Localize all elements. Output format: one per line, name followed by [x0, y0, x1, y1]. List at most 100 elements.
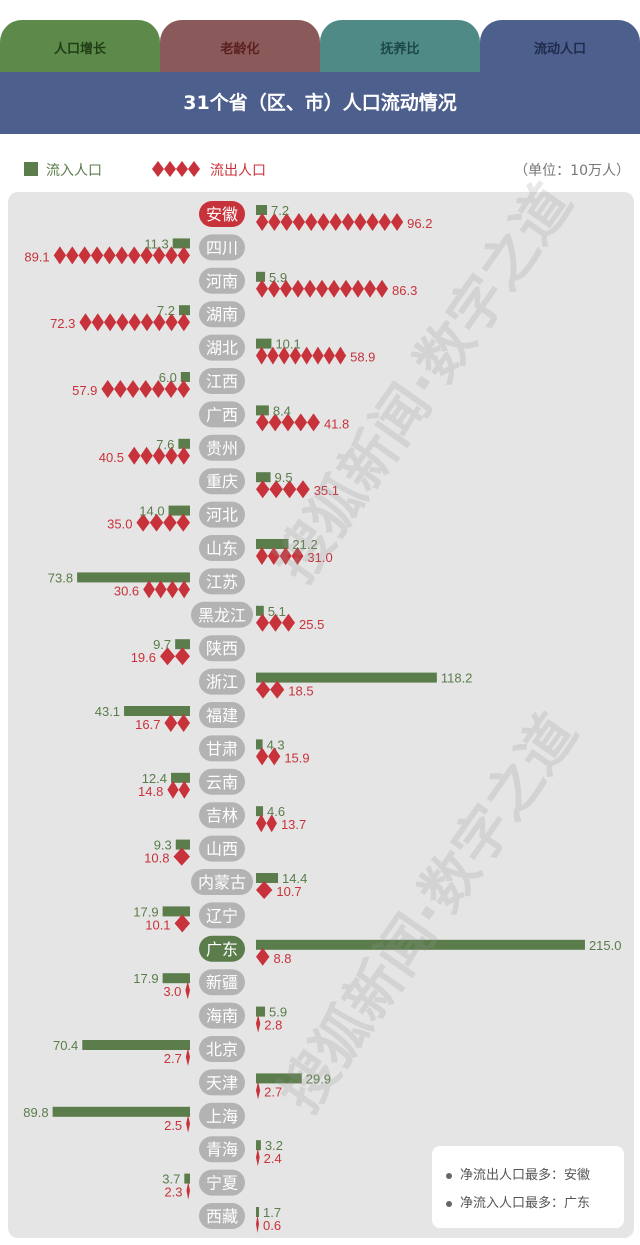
outflow-bar	[256, 947, 270, 966]
outflow-bar	[167, 780, 190, 799]
province-label: 云南	[206, 773, 238, 792]
province-pill	[199, 668, 245, 695]
outflow-value-label: 89.1	[24, 249, 49, 264]
unit-label: （单位：10万人）	[514, 163, 630, 179]
inflow-bar	[168, 505, 190, 516]
inflow-bar	[256, 1073, 302, 1084]
province-label: 山西	[206, 840, 238, 859]
inflow-bar	[162, 973, 190, 984]
province-pill	[199, 1002, 245, 1029]
province-pill	[199, 568, 245, 595]
inflow-value-label: 4.3	[267, 737, 285, 752]
legend-inflow-label: 流入人口	[46, 163, 102, 179]
province-label: 青海	[206, 1140, 238, 1159]
inflow-value-label: 10.1	[275, 337, 300, 352]
inflow-value-label: 215.0	[589, 938, 622, 953]
inflow-value-label: 89.8	[23, 1105, 48, 1120]
outflow-value-label: 14.8	[138, 784, 163, 799]
note-net-inflow-text: 净流入人口最多：广东	[460, 1196, 591, 1211]
inflow-bar	[256, 472, 271, 483]
outflow-value-label: 2.7	[164, 1051, 182, 1066]
outflow-bar	[53, 246, 190, 265]
inflow-value-label: 9.3	[154, 838, 172, 853]
province-label: 河南	[206, 272, 238, 291]
province-pill	[199, 434, 245, 461]
inflow-value-label: 1.7	[263, 1205, 281, 1220]
outflow-bar	[256, 814, 277, 833]
tab-floating-population[interactable]: 流动人口	[480, 20, 640, 72]
inflow-bar	[172, 238, 190, 249]
province-pill	[199, 368, 245, 394]
outflow-value-label: 72.3	[50, 316, 75, 331]
inflow-value-label: 11.3	[144, 236, 168, 251]
outflow-value-label: 0.6	[263, 1218, 281, 1233]
outflow-bar	[256, 747, 281, 766]
inflow-value-label: 5.9	[269, 1005, 287, 1020]
outflow-bar	[256, 680, 285, 699]
province-label: 甘肃	[206, 739, 238, 758]
outflow-value-label: 2.8	[264, 1018, 282, 1033]
inflow-bar	[256, 873, 279, 883]
inflow-value-label: 73.8	[48, 570, 73, 585]
outflow-bar	[186, 1181, 190, 1200]
inflow-value-label: 7.6	[156, 437, 174, 452]
province-label: 陕西	[206, 639, 238, 658]
province-label: 西藏	[206, 1207, 238, 1226]
province-label: 海南	[206, 1007, 238, 1026]
province-pill	[199, 1102, 245, 1129]
inflow-bar	[175, 639, 190, 650]
tab-dependency-ratio[interactable]: 抚养比	[320, 20, 480, 72]
province-pill	[199, 334, 245, 361]
outflow-value-label: 40.5	[99, 450, 124, 465]
outflow-bar	[185, 1048, 190, 1066]
province-pill	[199, 401, 245, 428]
province-pill	[199, 1169, 245, 1196]
inflow-value-label: 7.2	[271, 203, 289, 218]
province-label: 四川	[206, 238, 238, 257]
inflow-value-label: 118.2	[441, 671, 473, 686]
province-label: 贵州	[206, 439, 238, 458]
population-flow-chart: 7.2 96.2 安徽 11.3 89.1 四川 5.9 86.3 河南 7.2 72.3 湖南 10.…	[23, 201, 622, 1233]
province-pill	[199, 234, 245, 261]
outflow-value-label: 35.0	[107, 517, 132, 532]
outflow-value-label: 86.3	[392, 283, 417, 298]
inflow-value-label: 9.5	[275, 470, 293, 485]
inflow-bar	[256, 205, 268, 215]
outflow-value-label: 41.8	[324, 416, 349, 431]
province-label: 湖南	[206, 305, 238, 324]
inflow-value-label: 4.6	[267, 804, 285, 819]
outflow-bar	[164, 714, 190, 732]
inflow-bar	[256, 605, 264, 616]
outflow-value-label: 96.2	[407, 216, 432, 231]
outflow-bar	[256, 1148, 260, 1167]
outflow-value-label: 8.8	[273, 951, 291, 966]
outflow-bar	[256, 346, 347, 365]
province-pill	[199, 935, 245, 962]
inflow-value-label: 3.2	[265, 1138, 283, 1153]
province-label: 江西	[206, 372, 238, 391]
outflow-value-label: 35.1	[314, 483, 339, 498]
legend-outflow-label: 流出人口	[210, 163, 266, 179]
summary-note: 净流出人口最多：安徽 净流入人口最多：广东	[432, 1146, 624, 1228]
province-pill	[199, 501, 245, 528]
province-pill	[199, 1203, 245, 1229]
province-pill	[199, 768, 245, 795]
inflow-value-label: 5.9	[269, 270, 287, 285]
inflow-bar	[256, 338, 272, 349]
tab-aging[interactable]: 老龄化	[160, 20, 320, 72]
province-pill	[191, 869, 253, 895]
outflow-value-label: 18.5	[288, 684, 313, 699]
outflow-bar	[256, 1014, 261, 1033]
outflow-bar	[256, 613, 296, 632]
province-pill	[199, 802, 245, 829]
outflow-value-label: 2.5	[164, 1118, 182, 1133]
tab-population-growth[interactable]: 人口增长	[0, 20, 160, 72]
province-label: 江苏	[206, 572, 238, 591]
inflow-bar	[256, 405, 269, 416]
outflow-bar	[256, 1215, 259, 1233]
inflow-value-label: 43.1	[95, 704, 120, 719]
inflow-bar	[256, 271, 266, 282]
province-label: 广西	[206, 405, 238, 424]
outflow-value-label: 30.6	[114, 583, 139, 598]
province-label: 北京	[206, 1040, 238, 1059]
